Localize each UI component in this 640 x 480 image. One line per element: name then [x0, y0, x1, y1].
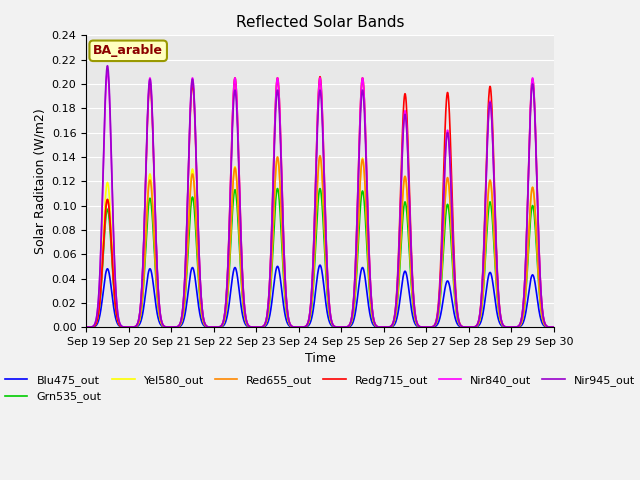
- Nir840_out: [104, 69, 111, 75]
- Grn535_out: [274, 186, 282, 192]
- Nir840_out: [191, 106, 198, 111]
- Nir945_out: [104, 63, 111, 69]
- Nir840_out: [519, 302, 527, 308]
- Blu475_out: [378, 324, 385, 330]
- Nir945_out: [519, 303, 527, 309]
- Yel580_out: [519, 312, 527, 318]
- Line: Nir840_out: Nir840_out: [86, 72, 554, 327]
- Text: BA_arable: BA_arable: [93, 44, 163, 57]
- Nir945_out: [83, 324, 90, 330]
- Redg715_out: [378, 324, 385, 330]
- Grn535_out: [549, 324, 557, 330]
- Nir840_out: [550, 324, 557, 330]
- Grn535_out: [497, 319, 505, 325]
- Redg715_out: [497, 315, 505, 321]
- Nir840_out: [497, 315, 505, 321]
- Yel580_out: [550, 324, 557, 330]
- Yel580_out: [316, 154, 324, 160]
- Line: Blu475_out: Blu475_out: [86, 265, 554, 327]
- Red655_out: [191, 187, 198, 192]
- Nir945_out: [550, 324, 557, 330]
- Blu475_out: [191, 271, 198, 276]
- Red655_out: [378, 324, 385, 330]
- Legend: Blu475_out, Grn535_out, Yel580_out, Red655_out, Redg715_out, Nir840_out, Nir945_: Blu475_out, Grn535_out, Yel580_out, Red6…: [1, 371, 639, 407]
- X-axis label: Time: Time: [305, 352, 335, 365]
- Nir945_out: [412, 314, 419, 320]
- Yel580_out: [83, 324, 90, 330]
- Yel580_out: [191, 182, 198, 188]
- Blu475_out: [497, 322, 505, 328]
- Yel580_out: [412, 317, 419, 323]
- Yel580_out: [497, 319, 505, 324]
- Grn535_out: [519, 313, 527, 319]
- Red655_out: [412, 317, 419, 323]
- Redg715_out: [316, 74, 324, 80]
- Nir945_out: [191, 107, 198, 112]
- Red655_out: [497, 318, 505, 324]
- Redg715_out: [191, 106, 198, 111]
- Grn535_out: [412, 319, 419, 324]
- Grn535_out: [378, 324, 385, 330]
- Redg715_out: [519, 302, 527, 308]
- Yel580_out: [378, 324, 385, 330]
- Redg715_out: [412, 313, 419, 319]
- Blu475_out: [412, 322, 419, 327]
- Nir840_out: [412, 314, 419, 320]
- Line: Grn535_out: Grn535_out: [86, 189, 554, 327]
- Blu475_out: [550, 324, 557, 330]
- Nir840_out: [83, 324, 90, 330]
- Grn535_out: [191, 207, 198, 213]
- Grn535_out: [550, 324, 557, 330]
- Title: Reflected Solar Bands: Reflected Solar Bands: [236, 15, 404, 30]
- Red655_out: [83, 324, 90, 330]
- Y-axis label: Solar Raditaion (W/m2): Solar Raditaion (W/m2): [33, 108, 46, 254]
- Redg715_out: [83, 324, 90, 330]
- Redg715_out: [550, 324, 557, 330]
- Blu475_out: [83, 324, 90, 330]
- Nir840_out: [549, 324, 557, 330]
- Line: Redg715_out: Redg715_out: [86, 77, 554, 327]
- Line: Yel580_out: Yel580_out: [86, 157, 554, 327]
- Nir945_out: [549, 324, 557, 330]
- Nir840_out: [378, 324, 385, 330]
- Red655_out: [519, 312, 527, 318]
- Nir945_out: [378, 324, 385, 330]
- Blu475_out: [519, 320, 527, 325]
- Grn535_out: [83, 324, 90, 330]
- Yel580_out: [549, 324, 557, 330]
- Line: Nir945_out: Nir945_out: [86, 66, 554, 327]
- Line: Red655_out: Red655_out: [86, 156, 554, 327]
- Nir945_out: [497, 315, 505, 321]
- Red655_out: [549, 324, 557, 330]
- Blu475_out: [549, 324, 557, 330]
- Red655_out: [550, 324, 557, 330]
- Red655_out: [316, 153, 324, 158]
- Redg715_out: [549, 324, 557, 330]
- Blu475_out: [316, 262, 324, 268]
